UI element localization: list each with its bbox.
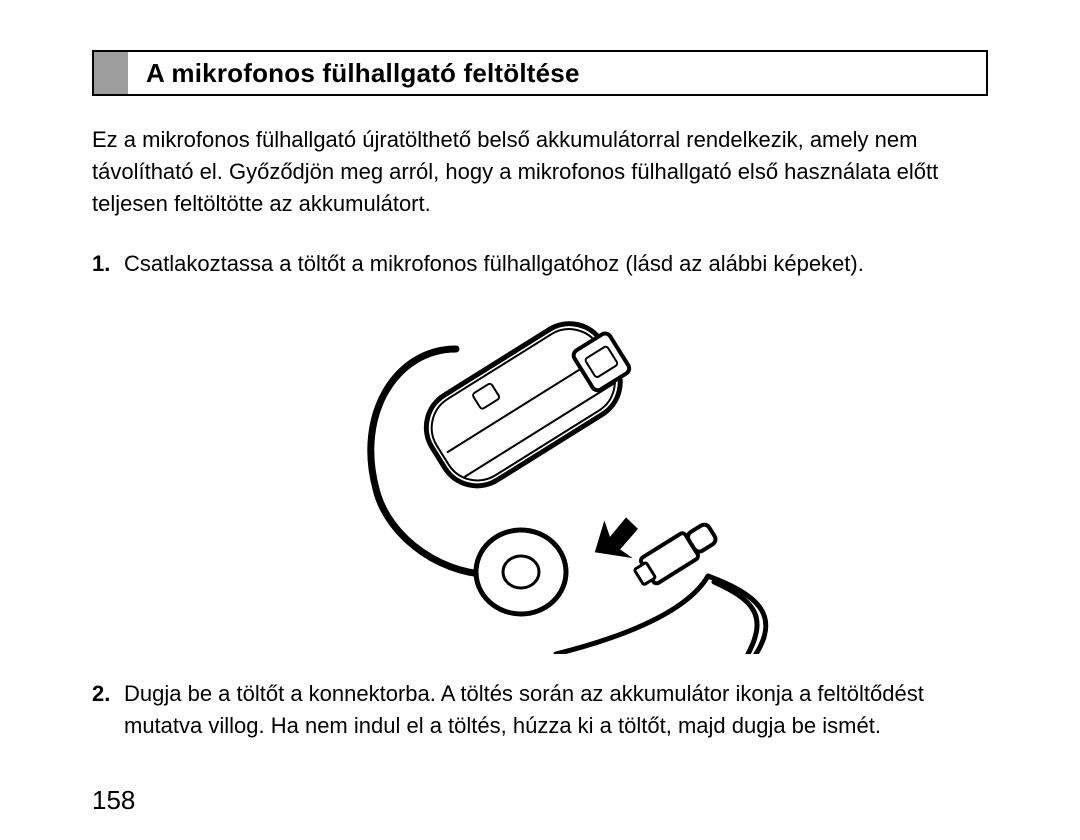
step-item: Dugja be a töltőt a konnektorba. A tölté… bbox=[92, 678, 988, 742]
intro-paragraph: Ez a mikrofonos fülhallgató újratölthető… bbox=[92, 124, 988, 220]
step-item: Csatlakoztassa a töltőt a mikrofonos fül… bbox=[92, 248, 988, 654]
headset-charging-illustration bbox=[336, 294, 776, 654]
steps-list: Csatlakoztassa a töltőt a mikrofonos fül… bbox=[92, 248, 988, 742]
section-heading-box: A mikrofonos fülhallgató feltöltése bbox=[92, 50, 988, 96]
figure-container bbox=[124, 294, 988, 654]
section-title: A mikrofonos fülhallgató feltöltése bbox=[128, 52, 580, 94]
page-number: 158 bbox=[92, 785, 135, 816]
step-text: Csatlakoztassa a töltőt a mikrofonos fül… bbox=[124, 251, 864, 276]
step-text: Dugja be a töltőt a konnektorba. A tölté… bbox=[124, 681, 924, 738]
manual-page: A mikrofonos fülhallgató feltöltése Ez a… bbox=[0, 0, 1080, 840]
heading-tab bbox=[94, 52, 128, 94]
